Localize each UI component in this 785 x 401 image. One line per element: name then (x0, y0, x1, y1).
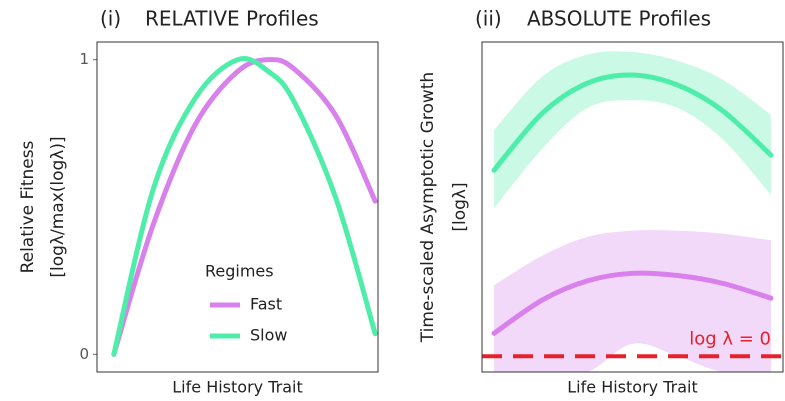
y-axis-label: Time-scaled Asymptotic Growth (418, 72, 438, 343)
reference-label: log λ = 0 (689, 328, 771, 349)
y-tick-label: 0 (79, 345, 89, 363)
confidence-band (494, 51, 771, 209)
legend-title: Regimes (205, 262, 274, 281)
line (111, 56, 378, 357)
panel-label: (i) (100, 7, 121, 31)
y-axis-label: [logλ] (450, 182, 470, 231)
y-tick-label: 1 (79, 50, 89, 68)
x-axis-label: Life History Trait (172, 378, 302, 397)
plot-frame (481, 41, 784, 373)
plot-area (111, 56, 378, 357)
plot-frame (96, 41, 379, 373)
panel-title: RELATIVE Profiles (145, 7, 319, 31)
line (491, 270, 774, 336)
plot-area (482, 51, 783, 372)
legend-label: Fast (250, 295, 282, 314)
legend-label: Slow (250, 326, 287, 345)
panel-label: (ii) (475, 7, 502, 31)
confidence-band (494, 229, 771, 372)
x-axis-label: Life History Trait (567, 378, 697, 397)
line (111, 57, 378, 357)
y-axis-label: Relative Fitness (18, 140, 38, 273)
line (491, 72, 774, 173)
panel-title: ABSOLUTE Profiles (527, 7, 711, 31)
y-axis-label: [logλ/max(logλ)] (48, 136, 68, 277)
